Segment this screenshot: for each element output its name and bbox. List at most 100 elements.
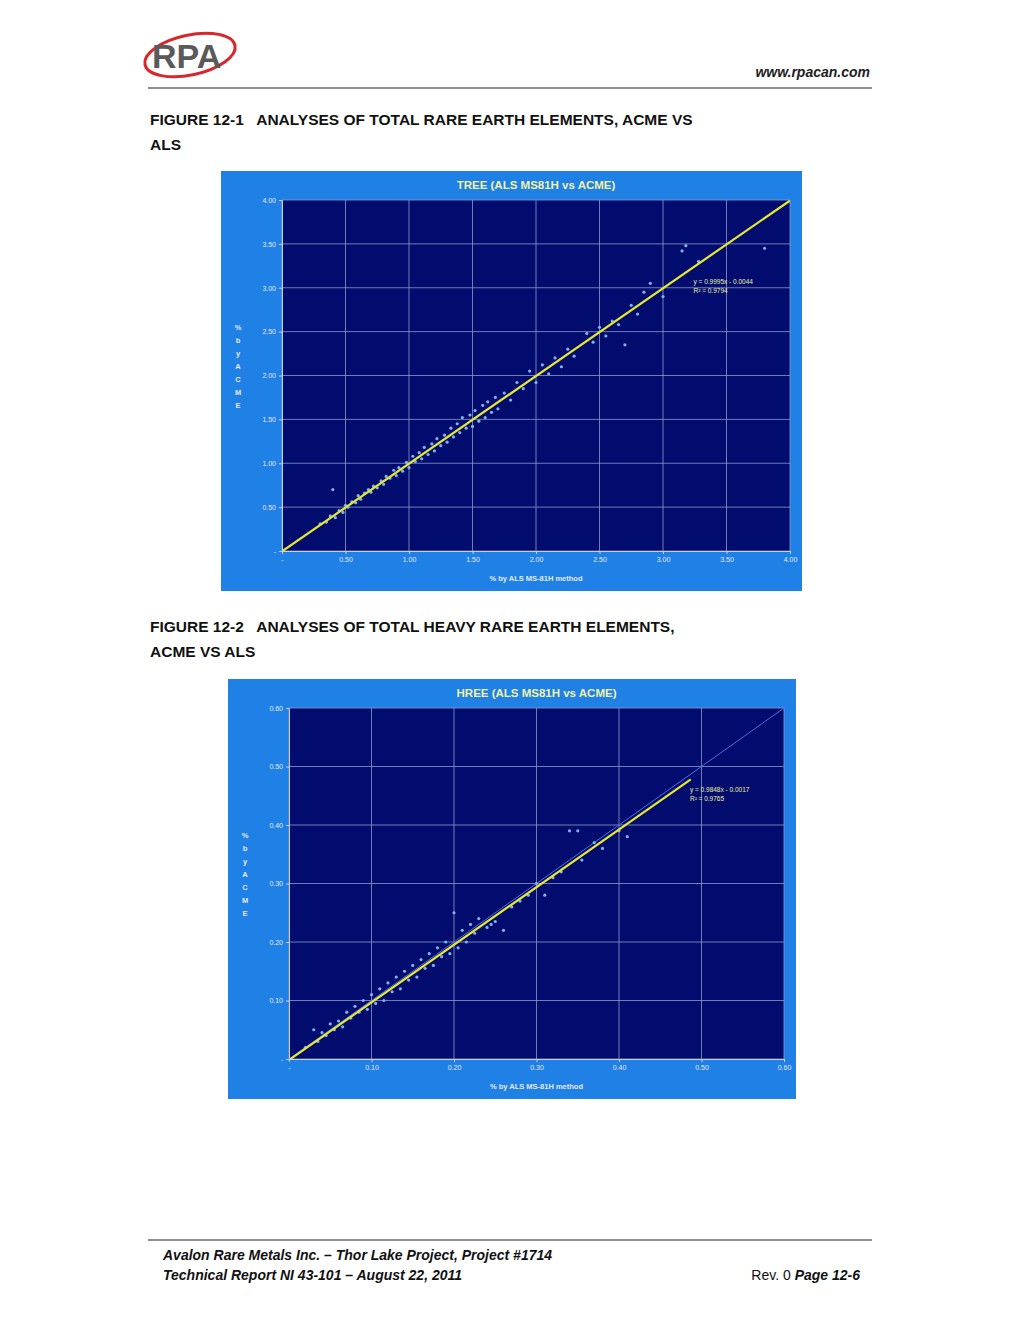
point [353,1005,356,1008]
tick-label: 1.50 [466,556,480,563]
tick: 1.00 [403,551,417,563]
point [461,929,464,932]
tick-label: 0.50 [269,763,283,770]
point [386,981,389,984]
tick-mark [454,1059,455,1062]
tick-label: 4.00 [784,556,798,563]
tick-mark [790,551,791,554]
url: www.rpacan.com [755,64,870,80]
point [496,407,499,410]
point [420,457,423,460]
point [426,453,429,456]
chart-title: HREE (ALS MS81H vs ACME) [457,687,617,699]
tick-label: 2.50 [262,328,276,335]
point [457,946,460,949]
tick-mark [537,1059,538,1062]
point [580,859,583,862]
tick-mark [279,376,282,377]
point [439,444,442,447]
annotation: y = 0.9848x - 0.0017 [690,786,750,794]
point [490,411,493,414]
tick-label: 0.50 [262,504,276,511]
point [592,341,595,344]
reference-line [289,708,784,1059]
page-number: Rev. 0 Page 12-6 [751,1267,860,1283]
point [452,435,455,438]
point [312,1028,315,1031]
tick: 0.30 [530,1059,544,1071]
point [484,416,487,419]
logo-swoosh [141,26,239,84]
grid-line [282,507,790,508]
tick-label: 0.50 [695,1064,709,1071]
point [443,434,446,437]
tick-label: 3.50 [720,556,734,563]
plot-area [282,200,790,551]
grid-line [289,708,784,709]
point [541,363,544,366]
point [477,420,480,423]
tick-label: - [281,1056,284,1063]
grid-line [282,419,790,420]
point [680,249,683,252]
tick: - [281,1056,289,1063]
tick: 3.00 [262,284,282,291]
tick-mark [279,419,282,420]
tick: 0.60 [269,705,289,712]
point [593,841,596,844]
tick-label: 2.00 [262,372,276,379]
tick-mark [279,332,282,333]
point [366,1008,369,1011]
point [411,455,414,458]
tick-label: 0.20 [269,939,283,946]
tick-mark [286,1059,289,1060]
point [341,1025,344,1028]
point [337,1019,340,1022]
tick: 0.50 [339,551,353,563]
point [465,427,468,430]
point [661,295,664,298]
tick: 0.20 [448,1059,462,1071]
tick-label: - [281,556,284,563]
point [522,387,525,390]
tick-label: - [288,1064,291,1071]
tick: 4.00 [262,197,282,204]
point [626,835,629,838]
tick-mark [473,551,474,554]
x-axis-title: % by ALS MS-81H method [490,1082,583,1091]
grid-line [282,331,790,332]
point [469,923,472,926]
grid-line [289,766,784,767]
annotation: y = 0.9995x - 0.0044 [693,278,753,286]
y-axis: -0.100.200.300.400.500.60 [269,705,289,1063]
point [568,829,571,832]
grid-line [282,243,790,244]
point [684,244,687,247]
point [490,923,493,926]
point [411,964,414,967]
point [378,987,381,990]
point [320,1031,323,1034]
point [458,431,461,434]
point [331,488,334,491]
tick: 1.50 [262,416,282,423]
tick-label: 3.50 [262,241,276,248]
tick: 2.50 [262,328,282,335]
point [547,372,550,375]
point [630,304,633,307]
y-axis: - 0.50 1.00 1.50 2.00 2.50 3.00 3.50 4.00 [262,197,282,555]
tick: - [274,548,282,555]
point [494,920,497,923]
point [403,970,406,973]
tick-label: 3.00 [262,284,276,291]
point [528,370,531,373]
point [444,940,447,943]
tick: - [281,551,284,563]
figure-caption: FIGURE 12-1 ANALYSES OF TOTAL RARE EARTH… [150,111,693,128]
point [502,929,505,932]
point [430,442,433,445]
tick: 1.00 [262,460,282,467]
data-layer [282,201,790,551]
tick-mark [702,1059,703,1062]
tick-label: 2.50 [593,556,607,563]
